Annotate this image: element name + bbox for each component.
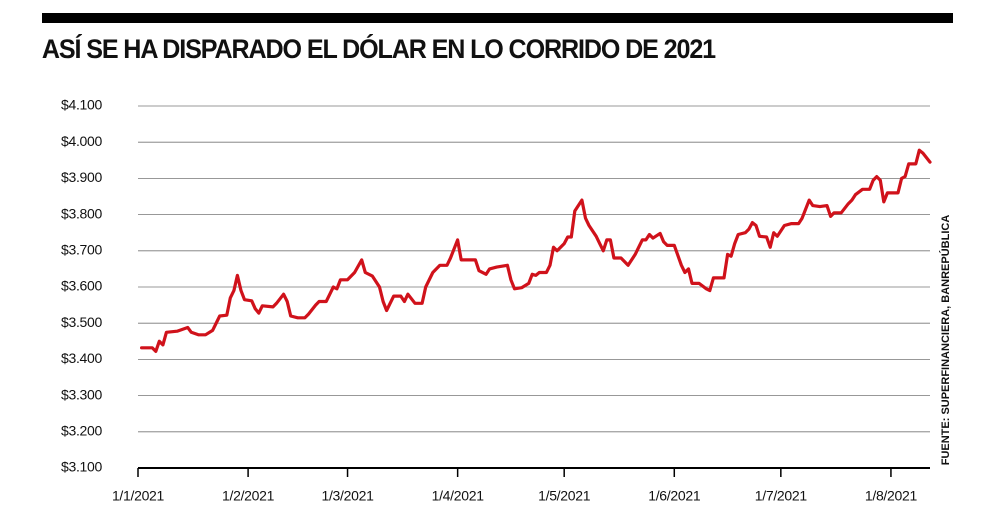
price-line xyxy=(140,148,932,353)
x-tick-label: 1/5/2021 xyxy=(538,488,591,504)
y-tick-label: $3.800 xyxy=(61,205,103,221)
y-tick-label: $4.100 xyxy=(61,97,103,113)
y-tick-label: $4.000 xyxy=(61,133,103,149)
y-tick-label: $3.300 xyxy=(61,386,103,402)
source-note: FUENTE: SUPERFINANCIERA, BANREPÚBLICA xyxy=(939,215,952,466)
x-tick-label: 1/8/2021 xyxy=(865,488,918,504)
y-tick-label: $3.100 xyxy=(61,459,103,475)
x-tick-label: 1/1/2021 xyxy=(112,488,165,504)
y-tick-label: $3.500 xyxy=(61,314,103,330)
x-tick-label: 1/3/2021 xyxy=(321,488,374,504)
x-tick-label: 1/7/2021 xyxy=(755,488,808,504)
y-tick-label: $3.900 xyxy=(61,169,103,185)
x-tick-label: 1/6/2021 xyxy=(648,488,701,504)
y-tick-label: $3.400 xyxy=(61,350,103,366)
y-tick-label: $3.200 xyxy=(61,423,103,439)
chart-title: ASÍ SE HA DISPARADO EL DÓLAR EN LO CORRI… xyxy=(42,33,716,64)
y-tick-label: $3.600 xyxy=(61,278,103,294)
x-tick-label: 1/4/2021 xyxy=(432,488,485,504)
x-tick-label: 1/2/2021 xyxy=(222,488,275,504)
y-tick-label: $3.700 xyxy=(61,242,103,258)
top-rule xyxy=(42,13,953,23)
